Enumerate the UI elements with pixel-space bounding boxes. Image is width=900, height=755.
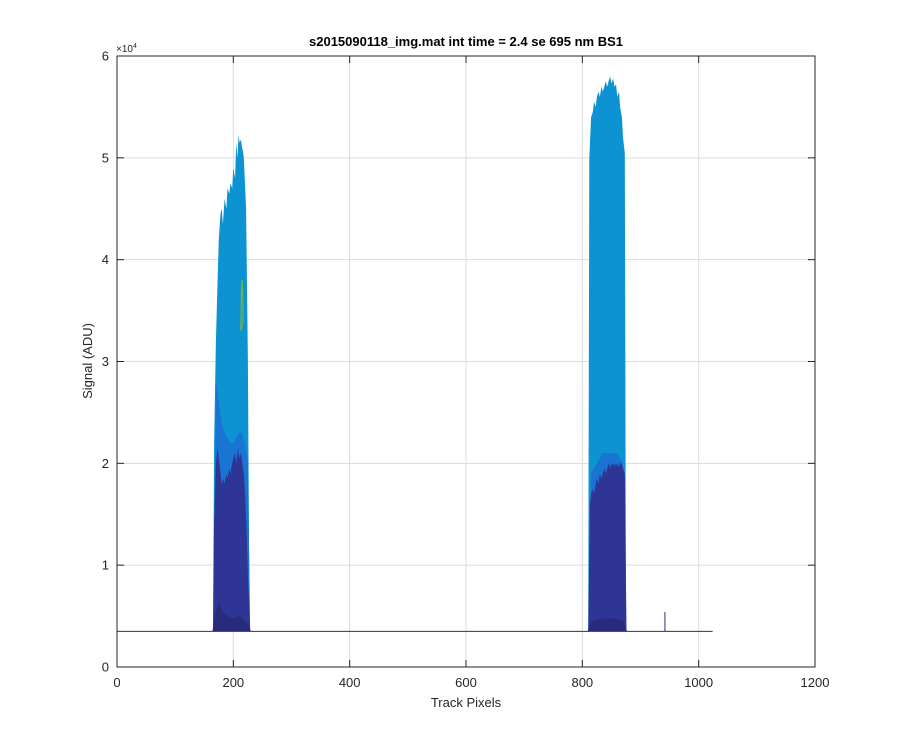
y-exponent: ×104 xyxy=(116,43,137,55)
x-tick-label: 0 xyxy=(113,675,120,690)
peak-area-dark xyxy=(213,448,251,632)
y-tick-label: 6 xyxy=(102,49,109,64)
y-axis-label: Signal (ADU) xyxy=(80,323,95,399)
y-tick-label: 4 xyxy=(102,252,109,267)
y-tick-label: 3 xyxy=(102,354,109,369)
x-axis-label: Track Pixels xyxy=(431,695,502,710)
peak-area-darkest xyxy=(587,618,628,632)
peak-area-darkest xyxy=(212,600,251,632)
axes: 0 200 400 600 800 1000 1200 0 1 2 3 4 5 6 xyxy=(102,49,830,691)
y-tick-label: 2 xyxy=(102,456,109,471)
y-tick-label: 1 xyxy=(102,558,109,573)
peak-area-green xyxy=(240,279,244,332)
x-tick-label: 1000 xyxy=(684,675,713,690)
x-tick-label: 200 xyxy=(222,675,244,690)
x-tick-label: 1200 xyxy=(801,675,830,690)
x-tick-label: 400 xyxy=(339,675,361,690)
x-tick-label: 800 xyxy=(571,675,593,690)
x-tick-label: 600 xyxy=(455,675,477,690)
peak-area-dark xyxy=(588,462,627,632)
plot-area xyxy=(117,76,713,632)
y-tick-label: 0 xyxy=(102,660,109,675)
y-exponent-power: 4 xyxy=(133,43,137,50)
y-tick-label: 5 xyxy=(102,150,109,165)
chart-title: s2015090118_img.mat int time = 2.4 se 69… xyxy=(309,34,623,49)
